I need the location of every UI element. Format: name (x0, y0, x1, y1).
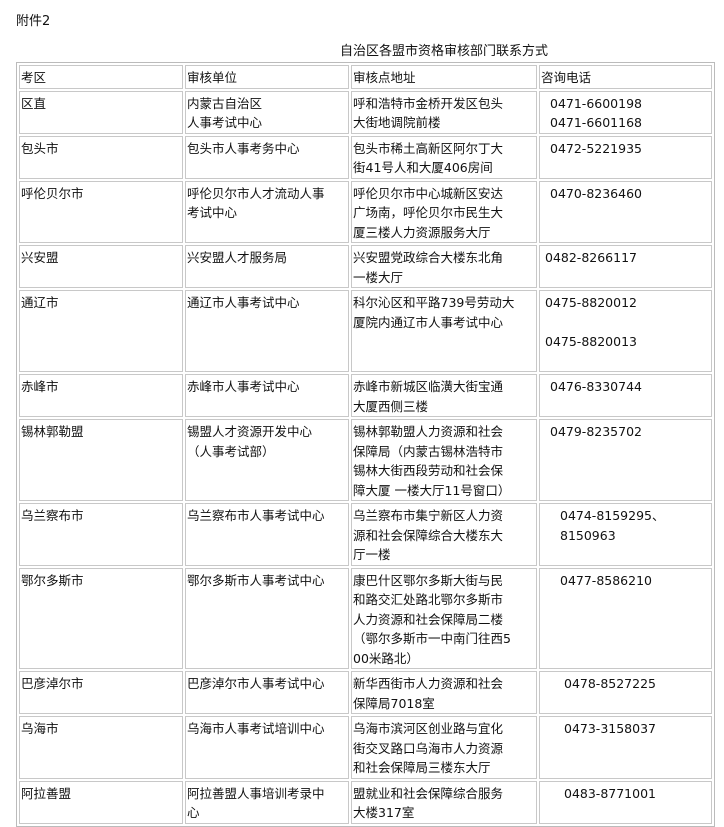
region-cell: 呼伦贝尔市 (19, 180, 183, 243)
address-cell: 兴安盟党政综合大楼东北角 一楼大厅 (351, 245, 537, 288)
address-cell: 康巴什区鄂尔多斯大街与民 和路交汇处路北鄂尔多斯市 人力资源和社会保障局二楼 （… (351, 567, 537, 669)
address-cell: 乌海市滨河区创业路与宜化 街交叉路口乌海市人力资源 和社会保障局三楼东大厅 (351, 716, 537, 779)
phone-cell: 0473-3158037 (539, 716, 712, 779)
table-row: 兴安盟 兴安盟人才服务局 兴安盟党政综合大楼东北角 一楼大厅 0482-8266117 (19, 245, 712, 288)
address-cell: 盟就业和社会保障综合服务 大楼317室 (351, 780, 537, 824)
unit-cell: 通辽市人事考试中心 (185, 290, 349, 372)
region-cell: 乌海市 (19, 716, 183, 779)
header-region: 考区 (19, 65, 183, 89)
contact-table: 考区 审核单位 审核点地址 咨询电话 区直 内蒙古自治区 人事考试中心 呼和浩特市金… (16, 62, 715, 827)
region-cell: 通辽市 (19, 290, 183, 372)
unit-cell: 内蒙古自治区 人事考试中心 (185, 90, 349, 134)
table-row: 区直 内蒙古自治区 人事考试中心 呼和浩特市金桥开发区包头 大街地调院前楼 0471-… (19, 90, 712, 134)
phone-cell: 0471-6600198 0471-6601168 (539, 90, 712, 134)
phone-cell: 0476-8330744 (539, 374, 712, 417)
table-row: 赤峰市 赤峰市人事考试中心 赤峰市新城区临潢大街宝通 大厦西侧三楼 0476-8330… (19, 374, 712, 417)
table-row: 锡林郭勒盟 锡盟人才资源开发中心 （人事考试部） 锡林郭勒盟人力资源和社会 保障局（… (19, 419, 712, 501)
address-cell: 乌兰察布市集宁新区人力资 源和社会保障综合大楼东大 厅一楼 (351, 503, 537, 566)
phone-cell: 0479-8235702 (539, 419, 712, 501)
region-cell: 阿拉善盟 (19, 780, 183, 824)
table-header-row: 考区 审核单位 审核点地址 咨询电话 (19, 65, 712, 89)
address-cell: 呼伦贝尔市中心城新区安达 广场南，呼伦贝尔市民生大 厦三楼人力资源服务大厅 (351, 180, 537, 243)
address-cell: 赤峰市新城区临潢大街宝通 大厦西侧三楼 (351, 374, 537, 417)
unit-cell: 鄂尔多斯市人事考试中心 (185, 567, 349, 669)
unit-cell: 阿拉善盟人事培训考录中 心 (185, 780, 349, 824)
unit-cell: 乌兰察布市人事考试中心 (185, 503, 349, 566)
unit-cell: 乌海市人事考试培训中心 (185, 716, 349, 779)
region-cell: 锡林郭勒盟 (19, 419, 183, 501)
page-title: 自治区各盟市资格审核部门联系方式 (340, 44, 549, 59)
unit-cell: 巴彦淖尔市人事考试中心 (185, 671, 349, 714)
address-cell: 锡林郭勒盟人力资源和社会 保障局（内蒙古锡林浩特市 锡林大街西段劳动和社会保 障… (351, 419, 537, 501)
address-cell: 新华西街市人力资源和社会 保障局7018室 (351, 671, 537, 714)
address-cell: 呼和浩特市金桥开发区包头 大街地调院前楼 (351, 90, 537, 134)
attachment-label: 附件2 (16, 14, 51, 29)
unit-cell: 包头市人事考务中心 (185, 135, 349, 179)
region-cell: 赤峰市 (19, 374, 183, 417)
header-address: 审核点地址 (351, 65, 537, 89)
header-phone: 咨询电话 (539, 65, 712, 89)
phone-cell: 0483-8771001 (539, 780, 712, 824)
table-row: 包头市 包头市人事考务中心 包头市稀土高新区阿尔丁大 街41号人和大厦406房间 04… (19, 135, 712, 179)
address-cell: 包头市稀土高新区阿尔丁大 街41号人和大厦406房间 (351, 135, 537, 179)
address-cell: 科尔沁区和平路739号劳动大 厦院内通辽市人事考试中心 (351, 290, 537, 372)
region-cell: 包头市 (19, 135, 183, 179)
unit-cell: 锡盟人才资源开发中心 （人事考试部） (185, 419, 349, 501)
table-row: 呼伦贝尔市 呼伦贝尔市人才流动人事 考试中心 呼伦贝尔市中心城新区安达 广场南，呼伦… (19, 180, 712, 243)
header-unit: 审核单位 (185, 65, 349, 89)
region-cell: 乌兰察布市 (19, 503, 183, 566)
unit-cell: 呼伦贝尔市人才流动人事 考试中心 (185, 180, 349, 243)
region-cell: 兴安盟 (19, 245, 183, 288)
table-row: 通辽市 通辽市人事考试中心 科尔沁区和平路739号劳动大 厦院内通辽市人事考试中心 0… (19, 290, 712, 372)
phone-cell: 0478-8527225 (539, 671, 712, 714)
table-row: 巴彦淖尔市 巴彦淖尔市人事考试中心 新华西街市人力资源和社会 保障局7018室 047… (19, 671, 712, 714)
table-row: 乌兰察布市 乌兰察布市人事考试中心 乌兰察布市集宁新区人力资 源和社会保障综合大楼东… (19, 503, 712, 566)
unit-cell: 兴安盟人才服务局 (185, 245, 349, 288)
table-row: 乌海市 乌海市人事考试培训中心 乌海市滨河区创业路与宜化 街交叉路口乌海市人力资源 … (19, 716, 712, 779)
region-cell: 区直 (19, 90, 183, 134)
phone-cell: 0477-8586210 (539, 567, 712, 669)
phone-cell: 0482-8266117 (539, 245, 712, 288)
phone-cell: 0470-8236460 (539, 180, 712, 243)
phone-cell: 0474-8159295、 8150963 (539, 503, 712, 566)
region-cell: 巴彦淖尔市 (19, 671, 183, 714)
phone-cell: 0475-8820012 0475-8820013 (539, 290, 712, 372)
table-row: 阿拉善盟 阿拉善盟人事培训考录中 心盟就业和社会保障综合服务 大楼317室 0483… (19, 780, 712, 824)
region-cell: 鄂尔多斯市 (19, 567, 183, 669)
phone-cell: 0472-5221935 (539, 135, 712, 179)
unit-cell: 赤峰市人事考试中心 (185, 374, 349, 417)
table-row: 鄂尔多斯市 鄂尔多斯市人事考试中心 康巴什区鄂尔多斯大街与民 和路交汇处路北鄂尔多斯… (19, 567, 712, 669)
